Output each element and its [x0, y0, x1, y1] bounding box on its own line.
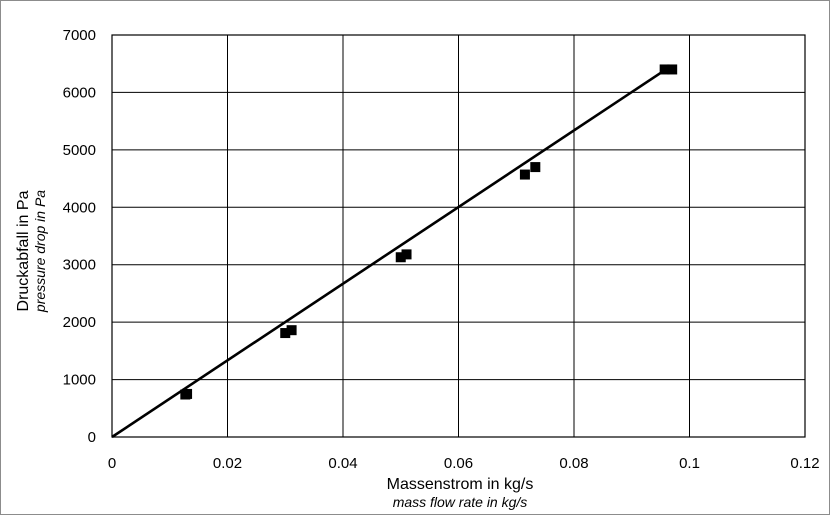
trend-line — [111, 66, 671, 439]
data-point-5 — [401, 249, 412, 260]
x-tick-label-1: 0.02 — [213, 455, 242, 472]
data-point-2 — [280, 328, 291, 339]
y-tick-label-3: 3000 — [63, 257, 96, 274]
y-tick-label-0: 0 — [88, 429, 96, 446]
x-axis-ticks: 0 0.02 0.04 0.06 0.08 0.1 0.12 — [108, 455, 820, 472]
x-tick-label-5: 0.1 — [679, 455, 700, 472]
x-tick-label-6: 0.12 — [790, 455, 819, 472]
y-tick-label-5: 5000 — [63, 142, 96, 159]
y-tick-label-1: 1000 — [63, 372, 96, 389]
plot-area-border — [111, 34, 806, 438]
series-lines — [111, 66, 671, 439]
x-tick-label-2: 0.04 — [328, 455, 357, 472]
series-points — [180, 64, 678, 400]
data-point-7 — [530, 162, 541, 173]
x-axis-subtitle: mass flow rate in kg/s — [393, 494, 528, 510]
x-axis-title: Massenstrom in kg/s — [387, 476, 534, 493]
data-point-4 — [395, 252, 406, 263]
y-tick-label-6: 6000 — [63, 84, 96, 101]
x-tick-label-3: 0.06 — [444, 455, 473, 472]
grid — [111, 34, 806, 438]
y-axis-subtitle: pressure drop in Pa — [32, 190, 48, 313]
y-tick-label-2: 2000 — [63, 314, 96, 331]
y-axis-ticks: 0 1000 2000 3000 4000 5000 6000 7000 — [63, 27, 96, 446]
x-tick-label-4: 0.08 — [559, 455, 588, 472]
y-tick-label-7: 7000 — [63, 27, 96, 44]
y-tick-label-4: 4000 — [63, 199, 96, 216]
data-point-9 — [667, 64, 678, 75]
data-point-1 — [182, 388, 193, 399]
data-point-6 — [519, 169, 530, 180]
data-point-8 — [659, 64, 670, 75]
y-axis-title: Druckabfall in Pa — [15, 190, 32, 311]
data-point-3 — [286, 325, 297, 336]
x-tick-label-0: 0 — [108, 455, 116, 472]
